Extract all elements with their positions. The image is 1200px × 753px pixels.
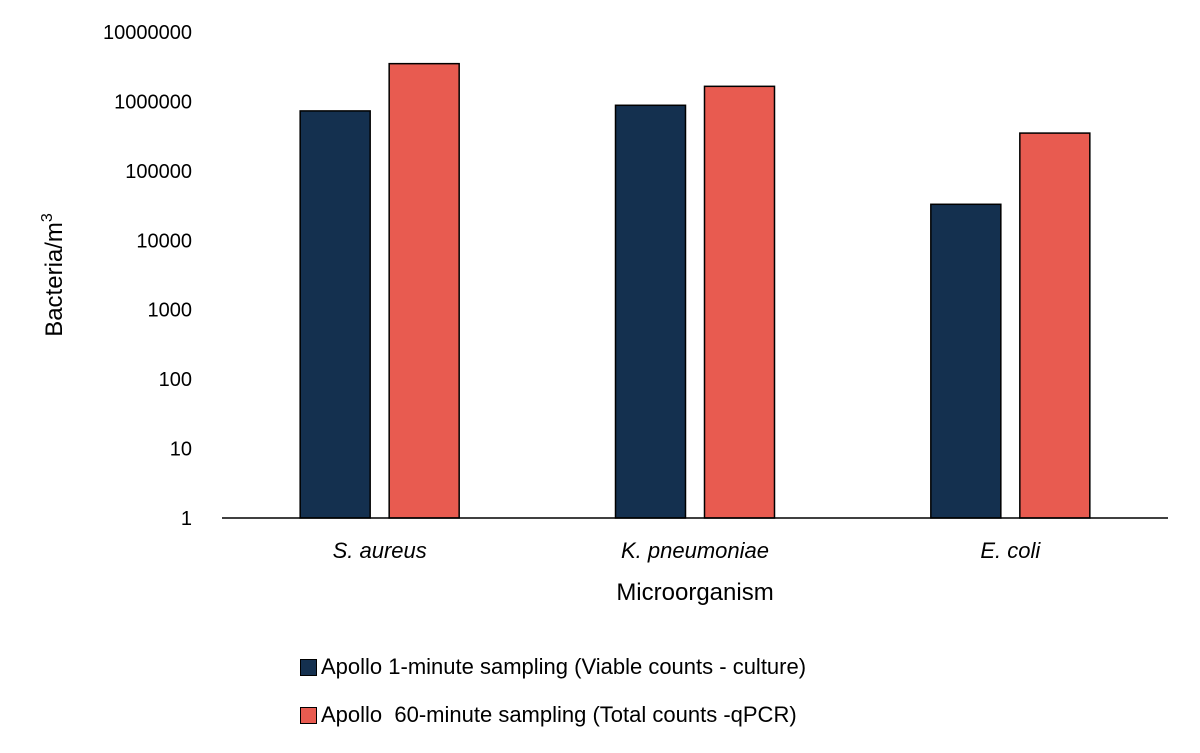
legend-item-1-minute: Apollo 1-minute sampling (Viable counts …	[300, 652, 806, 682]
y-tick-label: 1	[181, 508, 192, 530]
y-tick-label: 10000000	[103, 22, 192, 44]
x-category-label: K. pneumoniae	[621, 538, 769, 563]
bar-1-minute-2	[930, 203, 1002, 519]
x-axis-categories: S. aureus K. pneumoniae E. coli	[333, 538, 1042, 563]
bar-1-minute-1	[614, 104, 687, 519]
x-category-label: S. aureus	[333, 538, 427, 563]
legend: Apollo 1-minute sampling (Viable counts …	[300, 652, 806, 748]
bar-60-minute-2	[1019, 132, 1091, 519]
bar-chart: 1 10 100 1000 10000 100000 1000000 10000000 S. …	[39, 22, 1168, 606]
legend-swatch	[300, 706, 317, 724]
y-tick-label: 10	[170, 439, 192, 461]
y-tick-label: 100000	[125, 161, 192, 183]
bars	[299, 62, 1091, 519]
y-tick-label: 100	[159, 369, 192, 391]
x-axis-label: Microorganism	[616, 579, 773, 606]
y-axis-label-superscript: 3	[39, 213, 56, 222]
bar-60-minute-0	[388, 62, 460, 519]
legend-swatch	[300, 658, 317, 676]
y-tick-label: 10000	[136, 230, 192, 252]
legend-label: Apollo 60-minute sampling (Total counts …	[321, 702, 797, 727]
y-tick-label: 1000	[148, 300, 193, 322]
x-category-label: E. coli	[980, 538, 1041, 563]
y-axis-ticks: 1 10 100 1000 10000 100000 1000000 10000000	[103, 22, 192, 530]
legend-item-60-minute: Apollo 60-minute sampling (Total counts …	[300, 700, 806, 730]
bar-1-minute-0	[299, 110, 371, 519]
y-axis-label-text: Bacteria/m	[41, 222, 68, 337]
legend-label: Apollo 1-minute sampling (Viable counts …	[321, 654, 807, 679]
y-axis-label: Bacteria/m3	[39, 213, 68, 337]
bar-60-minute-1	[703, 85, 776, 519]
y-tick-label: 1000000	[114, 91, 192, 113]
